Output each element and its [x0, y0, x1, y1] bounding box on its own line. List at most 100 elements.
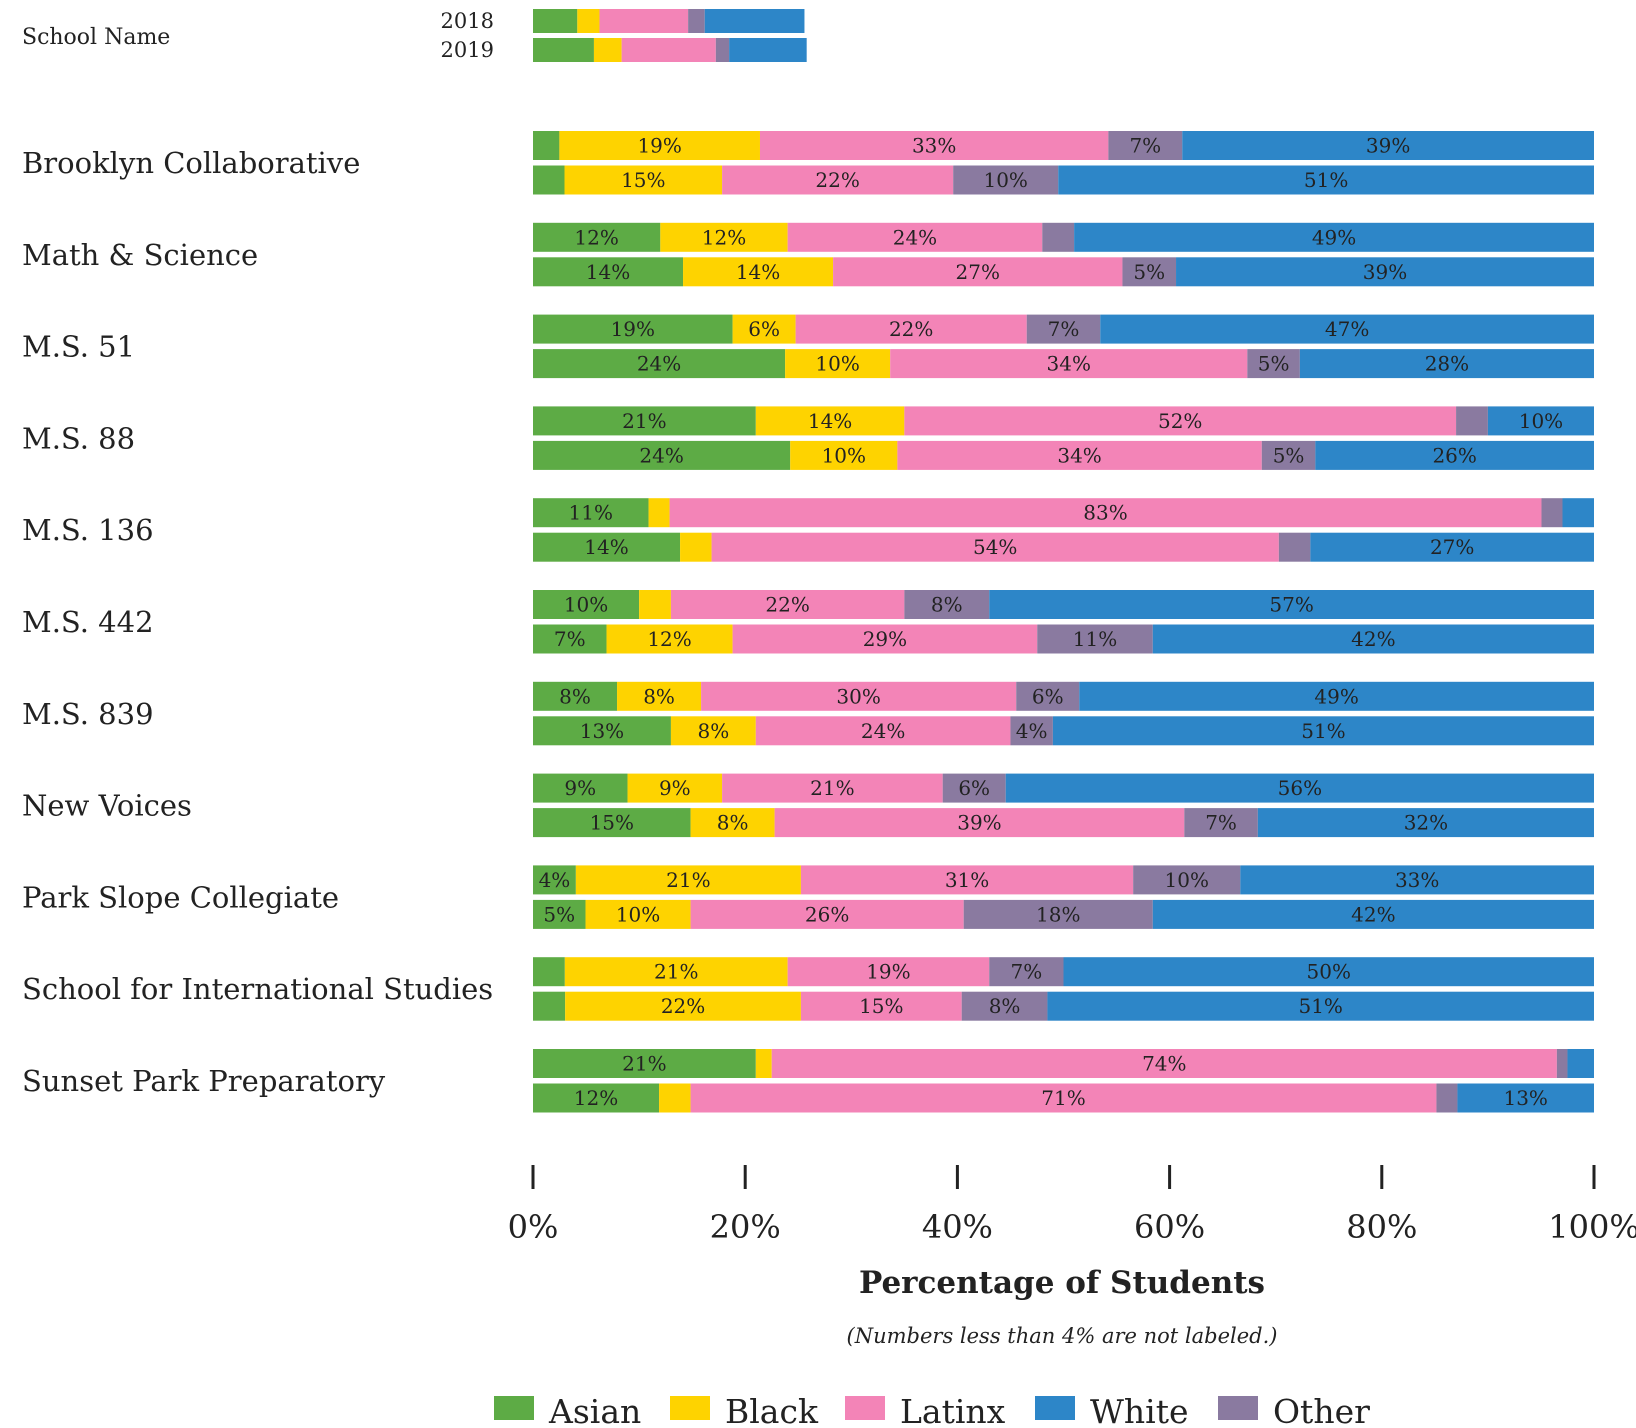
bar-school-for-international-studies-2019-black-segment: [565, 991, 801, 1021]
school-name-label: M.S. 51: [22, 330, 135, 364]
bar-m-s-442-2019-asian-value-label: 7%: [554, 627, 586, 651]
bar-brooklyn-collaborative-2019-black-value-label: 15%: [621, 168, 665, 192]
bar-m-s-839-2019-latinx-value-label: 24%: [861, 719, 905, 743]
bar-sunset-park-preparatory-2018-black-segment: [755, 1049, 772, 1078]
bar-school-for-international-studies-2019-white-segment: [1047, 991, 1594, 1021]
bar-m-s-839-2019-black-segment: [670, 716, 756, 746]
bar-park-slope-collegiate-2019-white-segment: [1152, 899, 1594, 929]
bar-m-s-136-2019-white-value-label: 27%: [1430, 535, 1474, 559]
bar-m-s-51-2019-other-value-label: 5%: [1258, 352, 1290, 376]
bar-sunset-park-preparatory-2019-white-value-label: 13%: [1503, 1086, 1547, 1110]
bar-m-s-839-2018-latinx-value-label: 30%: [836, 684, 880, 708]
legend-item-white: White: [1035, 1392, 1189, 1428]
bar-math-science-2019-black-segment: [683, 257, 834, 287]
bar-park-slope-collegiate-2019-asian-value-label: 5%: [543, 902, 575, 926]
x-tick-label: 100%: [1548, 1208, 1636, 1246]
bar-school-for-international-studies-2019-asian-segment: [533, 991, 566, 1021]
school-row-school-for-international-studies: School for International Studies 21% 19% 7%…: [22, 957, 1594, 1021]
bar-brooklyn-collaborative-2018-white-segment: [1182, 131, 1594, 160]
bar-new-voices-2018-other-segment: [942, 773, 1006, 803]
legend: Asian Black Latinx White Other: [494, 1392, 1370, 1428]
legend-item-other: Other: [1218, 1392, 1370, 1428]
school-row-math-science: Math & Science 12% 12% 24% 49% 14% 14% 27% 5% 39%: [22, 222, 1594, 287]
bar-sunset-park-preparatory-2019-latinx-value-label: 71%: [1041, 1086, 1085, 1110]
bar-m-s-88-2018-latinx-value-label: 52%: [1158, 409, 1202, 433]
bar-m-s-136-2018-asian-segment: [533, 498, 649, 528]
bar-m-s-839-2019-other-value-label: 4%: [1016, 719, 1048, 743]
bar-school-for-international-studies-2018-white-value-label: 50%: [1307, 960, 1351, 984]
bar-school-for-international-studies-2019-other-value-label: 8%: [989, 994, 1021, 1018]
bar-m-s-51-2019-other-segment: [1247, 349, 1300, 379]
key-year-2019: 2019: [441, 38, 494, 62]
bar-m-s-88-2019-asian-segment: [533, 440, 791, 470]
school-name-label: New Voices: [22, 789, 192, 823]
bar-math-science-2019-white-value-label: 39%: [1363, 260, 1407, 284]
bar-math-science-2018-black-segment: [660, 222, 788, 252]
school-rows: Brooklyn Collaborative 19% 33% 7% 39% 15% 22% 1…: [22, 131, 1594, 1113]
bar-m-s-88-2018-white-segment: [1487, 406, 1594, 436]
bar-m-s-51-2019-asian-segment: [533, 349, 786, 379]
key-2018-black-segment: [577, 9, 600, 33]
bar-new-voices-2018-latinx-segment: [722, 773, 943, 803]
bar-m-s-442-2018-latinx-segment: [670, 590, 905, 619]
bar-m-s-839-2018-latinx-segment: [701, 681, 1017, 711]
bar-new-voices-2018-asian-value-label: 9%: [564, 776, 596, 800]
bar-m-s-136-2019-black-segment: [680, 532, 712, 562]
school-name-label: Park Slope Collegiate: [22, 880, 339, 914]
school-name-label: M.S. 839: [22, 697, 154, 731]
bar-m-s-51-2018-latinx-segment: [795, 314, 1027, 344]
bar-new-voices-2019-white-value-label: 32%: [1404, 811, 1448, 835]
legend-item-asian: Asian: [494, 1392, 641, 1428]
bar-m-s-88-2019-black-value-label: 10%: [822, 443, 866, 467]
legend-swatch: [670, 1396, 710, 1420]
bar-m-s-51-2019-white-segment: [1299, 349, 1594, 379]
bar-m-s-136-2019-latinx-value-label: 54%: [973, 535, 1017, 559]
bar-new-voices-2019-white-segment: [1257, 808, 1594, 838]
key-2019-latinx-segment: [621, 38, 716, 62]
bar-math-science-2018-asian-value-label: 12%: [574, 225, 618, 249]
bar-park-slope-collegiate-2019-other-segment: [963, 899, 1153, 929]
bar-math-science-2018-asian-segment: [533, 222, 661, 252]
bar-m-s-51-2019-black-segment: [785, 349, 891, 379]
legend-swatch: [1218, 1396, 1258, 1420]
bar-m-s-88-2018-asian-value-label: 21%: [622, 409, 666, 433]
bar-brooklyn-collaborative-2019-other-value-label: 10%: [983, 168, 1027, 192]
bar-brooklyn-collaborative-2018-latinx-segment: [759, 131, 1109, 160]
bar-sunset-park-preparatory-2018-latinx-value-label: 74%: [1142, 1052, 1186, 1076]
x-tick-label: 0%: [508, 1208, 559, 1246]
bar-m-s-88-2019-latinx-value-label: 34%: [1057, 443, 1101, 467]
key-2018-asian-segment: [533, 9, 578, 33]
bar-m-s-51-2018-white-segment: [1100, 314, 1594, 344]
bar-school-for-international-studies-2018-latinx-segment: [787, 957, 990, 987]
school-name-label: Sunset Park Preparatory: [22, 1064, 386, 1098]
bar-m-s-136-2019-latinx-segment: [711, 532, 1279, 562]
bar-m-s-839-2018-black-segment: [617, 681, 702, 711]
bar-sunset-park-preparatory-2018-white-segment: [1567, 1049, 1594, 1078]
bar-m-s-442-2018-other-segment: [904, 590, 990, 619]
bar-math-science-2018-white-value-label: 49%: [1312, 225, 1356, 249]
legend-swatch: [1035, 1396, 1075, 1420]
bar-m-s-136-2018-asian-value-label: 11%: [569, 501, 613, 525]
bar-sunset-park-preparatory-2018-other-segment: [1556, 1049, 1568, 1078]
key-2019-black-segment: [593, 38, 622, 62]
legend-item-black: Black: [670, 1392, 819, 1428]
legend-label: Latinx: [900, 1392, 1006, 1428]
school-row-m-s-51: M.S. 51 19% 6% 22% 7% 47% 24% 10% 34% 5% 28%: [22, 314, 1594, 379]
bar-m-s-51-2018-black-value-label: 6%: [748, 317, 780, 341]
bar-sunset-park-preparatory-2018-asian-segment: [533, 1049, 756, 1078]
school-row-sunset-park-preparatory: Sunset Park Preparatory 21% 74% 12% 71% 13%: [22, 1049, 1594, 1113]
bar-brooklyn-collaborative-2019-white-segment: [1058, 165, 1594, 195]
bar-m-s-442-2018-other-value-label: 8%: [931, 593, 963, 617]
bar-new-voices-2019-black-segment: [690, 808, 775, 838]
bar-m-s-88-2019-white-value-label: 26%: [1432, 443, 1476, 467]
bar-school-for-international-studies-2018-white-segment: [1063, 957, 1594, 987]
bar-math-science-2018-other-segment: [1042, 222, 1075, 252]
key-2018-white-segment: [704, 9, 805, 33]
bar-new-voices-2018-asian-segment: [533, 773, 628, 803]
bar-new-voices-2019-other-value-label: 7%: [1205, 811, 1237, 835]
bar-park-slope-collegiate-2019-latinx-segment: [690, 899, 964, 929]
bar-m-s-136-2018-white-segment: [1562, 498, 1594, 528]
bar-sunset-park-preparatory-2018-latinx-segment: [771, 1049, 1557, 1078]
school-row-m-s-136: M.S. 136 11% 83% 14% 54% 27%: [22, 498, 1594, 562]
bar-new-voices-2018-other-value-label: 6%: [958, 776, 990, 800]
